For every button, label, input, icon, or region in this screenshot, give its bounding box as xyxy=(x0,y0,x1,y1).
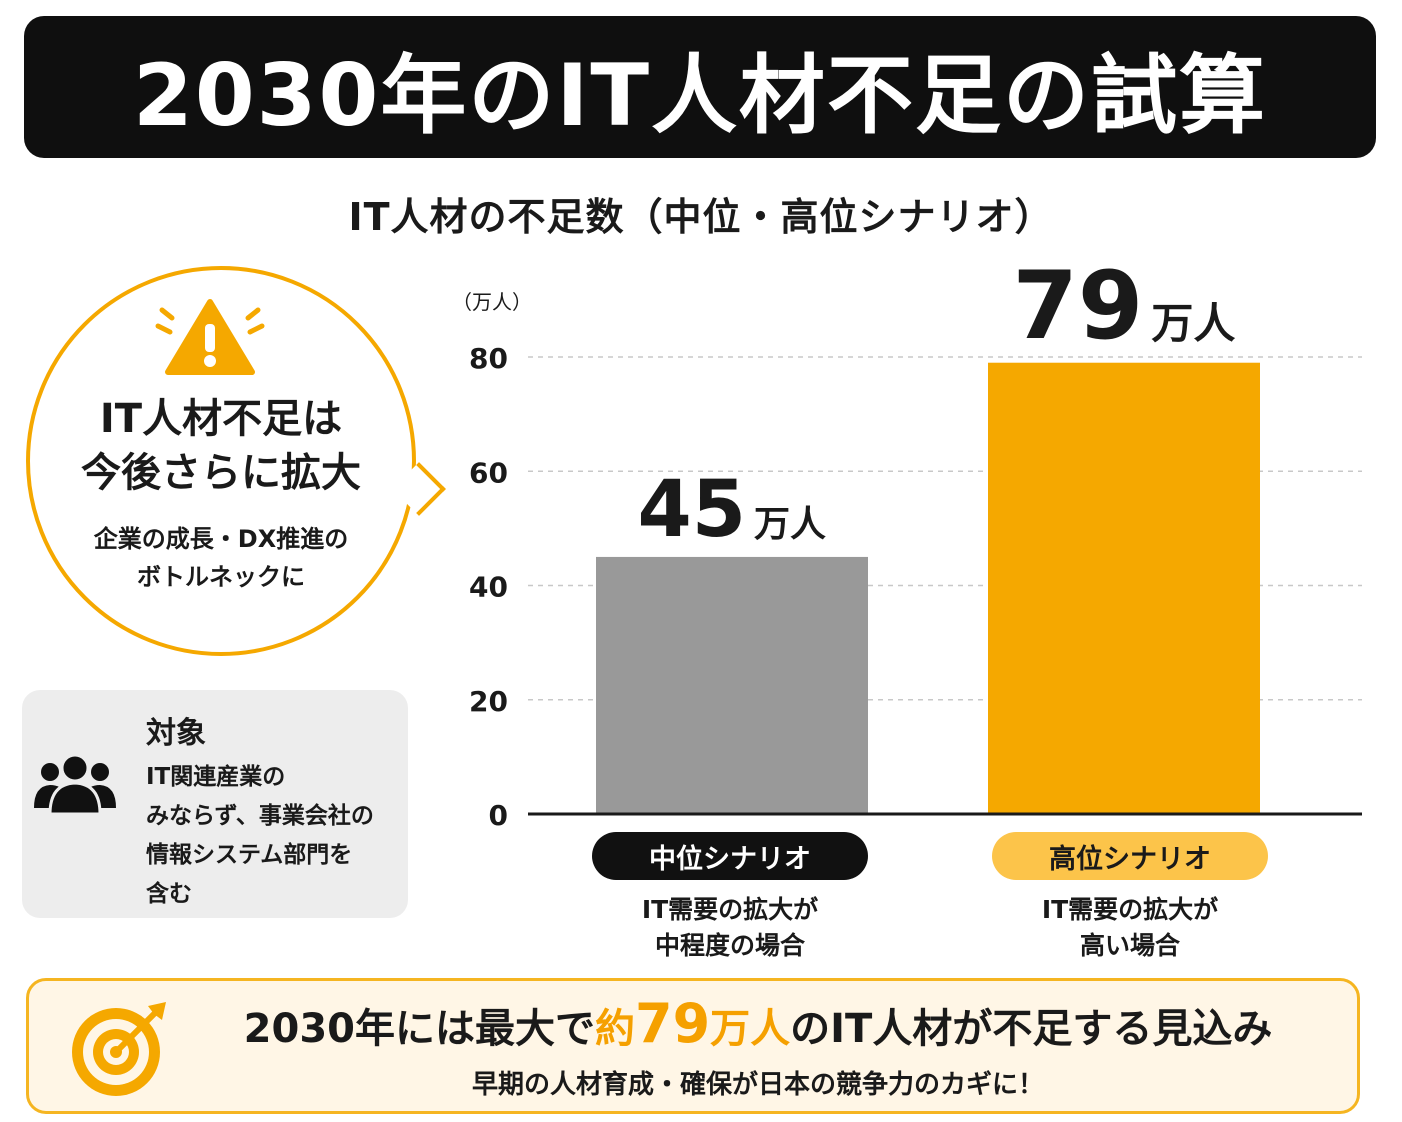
callout-heading-line1: IT人材不足は xyxy=(99,396,343,442)
y-tick-label-80: 80 xyxy=(469,342,508,375)
footer-main-text: 2030年には最大で約79万人のIT人材が不足する見込み xyxy=(188,992,1328,1055)
callout-subtext: 企業の成長・DX推進の ボトルネックに xyxy=(26,520,416,596)
people-group-icon xyxy=(32,752,118,816)
bar-value-unit-high: 万人 xyxy=(1151,298,1236,348)
y-tick-label-40: 40 xyxy=(469,571,508,604)
target-heading: 対象 xyxy=(146,716,206,751)
callout-heading-line2: 今後さらに拡大 xyxy=(81,450,361,496)
page-title: 2030年のIT人材不足の試算 xyxy=(132,45,1268,146)
footer-accent-number: 79 xyxy=(635,992,711,1055)
scenario-description-high: IT需要の拡大が 高い場合 xyxy=(1041,895,1219,960)
callout-sub-line1: 企業の成長・DX推進の xyxy=(93,525,349,553)
y-tick-label-0: 0 xyxy=(489,799,508,832)
bar-value-label-mid: 45 万人 xyxy=(638,465,827,555)
bar-value-unit-mid: 万人 xyxy=(754,503,827,545)
y-tick-label-60: 60 xyxy=(469,456,508,489)
footer-accent-unit: 万人 xyxy=(710,1006,791,1052)
footer-subtext: 早期の人材育成・確保が日本の競争力のカギに！ xyxy=(471,1070,1044,1100)
y-axis-unit-label: （万人） xyxy=(452,290,532,314)
bar-value-label-high: 79 万人 xyxy=(1013,252,1236,361)
category-pill-mid: 中位シナリオ xyxy=(592,832,868,880)
category-pill-high: 高位シナリオ xyxy=(992,832,1268,880)
target-icon xyxy=(68,996,172,1100)
footer-banner xyxy=(26,978,1360,1114)
footer-accent-pre: 約 xyxy=(595,1006,635,1052)
bar-value-number-mid: 45 xyxy=(637,464,747,555)
footer-main-post: のIT人材が不足する見込み xyxy=(790,1006,1273,1052)
callout-sub-line2: ボトルネックに xyxy=(137,563,305,591)
callout-heading: IT人材不足は 今後さらに拡大 xyxy=(26,392,416,500)
target-body: IT関連産業の みならず、事業会社の 情報システム部門を 含む xyxy=(146,764,374,907)
bar-value-number-high: 79 xyxy=(1012,251,1144,361)
title-bar: 2030年のIT人材不足の試算 xyxy=(24,16,1376,158)
warning-icon xyxy=(150,298,270,378)
scenario-description-mid: IT需要の拡大が 中程度の場合 xyxy=(641,895,819,960)
footer-main-pre: 2030年には最大で xyxy=(243,1006,595,1052)
bar-high xyxy=(988,362,1260,814)
y-tick-label-20: 20 xyxy=(469,685,508,718)
chart-title: IT人材の不足数（中位・高位シナリオ） xyxy=(348,195,1054,239)
bar-mid xyxy=(596,556,868,814)
